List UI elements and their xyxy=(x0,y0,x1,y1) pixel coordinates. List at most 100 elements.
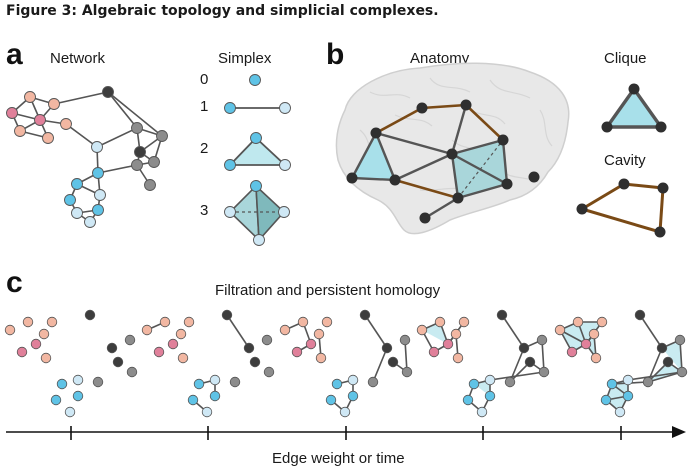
filtration-node xyxy=(642,376,654,388)
filtration-node xyxy=(106,342,118,354)
filtration-node xyxy=(572,316,584,328)
filtration-edge xyxy=(627,371,683,381)
filtration-node xyxy=(596,316,608,328)
simplex-dim-0: 0 xyxy=(200,71,209,88)
axis-label: Edge weight or time xyxy=(272,450,405,467)
filtration-node xyxy=(92,376,104,388)
filtration-node xyxy=(315,352,327,364)
filtration-node xyxy=(126,366,138,378)
brain-network xyxy=(346,99,540,224)
filtration-node xyxy=(458,316,470,328)
filtration-node xyxy=(183,316,195,328)
filtration-node xyxy=(662,356,674,368)
filtration-node xyxy=(399,334,411,346)
filtration-node xyxy=(588,328,600,340)
filtration-edge xyxy=(364,314,388,349)
filtration-node xyxy=(566,346,578,358)
filtration-node xyxy=(634,309,646,321)
filtration-node xyxy=(72,374,84,386)
filtration-node xyxy=(387,356,399,368)
filtration-edge xyxy=(639,314,663,349)
filtration-node xyxy=(305,338,317,350)
filtration-node xyxy=(504,376,516,388)
filtration-node xyxy=(22,316,34,328)
filtration-node xyxy=(339,406,351,418)
filtration-node xyxy=(40,352,52,364)
filtration-node xyxy=(401,366,413,378)
filtration-node xyxy=(416,324,428,336)
panel-c-letter: c xyxy=(6,266,23,299)
filtration-node xyxy=(536,334,548,346)
filtration-node xyxy=(614,406,626,418)
filtration-node xyxy=(434,316,446,328)
filtration-node xyxy=(249,356,261,368)
filtration-node xyxy=(347,390,359,402)
filtration-node xyxy=(347,374,359,386)
filtration-node xyxy=(291,346,303,358)
filtration-node xyxy=(201,406,213,418)
filtration-node xyxy=(484,374,496,386)
filtration-node xyxy=(600,394,612,406)
filtration-node xyxy=(124,334,136,346)
simplex-dim-1: 1 xyxy=(200,98,209,115)
filtration-edge xyxy=(372,347,388,383)
filtration-node xyxy=(538,366,550,378)
clique-triangle xyxy=(601,83,667,133)
filled-simplex xyxy=(560,330,586,352)
filtration-title: Filtration and persistent homology xyxy=(215,282,441,299)
network-label: Network xyxy=(50,50,106,67)
filtration-node xyxy=(359,309,371,321)
filtration-edge xyxy=(647,371,683,383)
filtration-edge xyxy=(489,371,545,381)
filtration-node xyxy=(313,328,325,340)
filtration-stage-1 xyxy=(4,309,138,418)
simplex-2 xyxy=(224,132,291,171)
figure-caption: Figure 3: Algebraic topology and simplic… xyxy=(6,3,439,19)
filtration-edge xyxy=(404,339,408,373)
filtration-edge xyxy=(226,314,250,349)
filtration-node xyxy=(175,328,187,340)
filtration-node xyxy=(484,390,496,402)
filtration-node xyxy=(452,352,464,364)
filtration-node xyxy=(462,394,474,406)
filtration-node xyxy=(263,366,275,378)
simplex-dim-2: 2 xyxy=(200,140,209,157)
filtration-node xyxy=(84,309,96,321)
filtration-node xyxy=(442,338,454,350)
filtration-node xyxy=(321,316,333,328)
filtration-node xyxy=(16,346,28,358)
filtration-node xyxy=(50,394,62,406)
filtration-node xyxy=(153,346,165,358)
filtration-node xyxy=(674,334,686,346)
filtration-node xyxy=(428,346,440,358)
filtration-node xyxy=(381,342,393,354)
filtration-stage-5 xyxy=(554,309,688,418)
filtration-node xyxy=(676,366,688,378)
filtration-node xyxy=(167,338,179,350)
filled-simplex xyxy=(606,396,628,412)
filtration-node xyxy=(279,324,291,336)
filtration-node xyxy=(72,390,84,402)
time-axis xyxy=(6,426,686,440)
filtration-edge xyxy=(501,314,525,349)
filtration-node xyxy=(590,352,602,364)
filtration-node xyxy=(450,328,462,340)
filtration-edge xyxy=(679,339,683,373)
cavity-loop xyxy=(576,178,669,238)
panel-a-letter: a xyxy=(6,38,23,71)
filtration-node xyxy=(177,352,189,364)
filtration-node xyxy=(476,406,488,418)
filtration-node xyxy=(606,378,618,390)
filtration-node xyxy=(229,376,241,388)
filtration-node xyxy=(221,309,233,321)
filtration-node xyxy=(30,338,42,350)
filtration-node xyxy=(64,406,76,418)
filtration-node xyxy=(325,394,337,406)
cavity-label: Cavity xyxy=(604,152,646,169)
filtration-node xyxy=(141,324,153,336)
filtration-node xyxy=(297,316,309,328)
filtration-node xyxy=(656,342,668,354)
filtration-stage-2 xyxy=(141,309,275,418)
filtration-node xyxy=(112,356,124,368)
